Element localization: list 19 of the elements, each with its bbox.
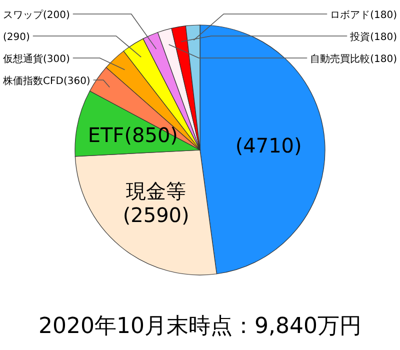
data-label: (180) [370, 54, 398, 65]
data-label: (4710) [235, 133, 302, 158]
data-label: (290) [3, 32, 30, 43]
slice-label: スワップ [3, 9, 44, 21]
slice-label: ロボアド [330, 10, 370, 21]
data-label: (180) [370, 32, 398, 43]
data-label: (2590) [122, 202, 190, 227]
data-label: (180) [370, 10, 398, 21]
data-label: (300) [43, 54, 70, 65]
data-label: (200) [43, 10, 70, 21]
data-label: (360) [63, 76, 90, 87]
slice-label: 投資 [349, 31, 370, 43]
slice-label: ETF [88, 122, 124, 147]
slice-label: 株価指数CFD [2, 75, 64, 87]
slice-label: 自動売買比較 [310, 53, 370, 65]
slice-label: 仮想通貨 [3, 53, 43, 65]
text: 2020年10月末時点：9,840万円 [38, 314, 362, 339]
slice-label: 現金等 [126, 178, 186, 203]
data-label: (850) [124, 122, 178, 147]
